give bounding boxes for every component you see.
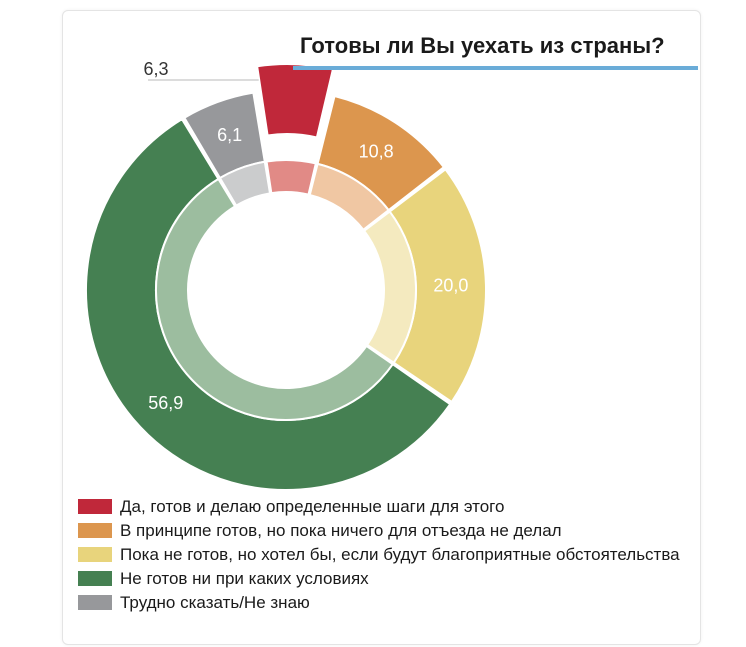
legend-swatch (78, 595, 112, 610)
legend-swatch (78, 523, 112, 538)
slice-2-inner-arc (308, 162, 390, 232)
slice-1-outer-arc (256, 63, 335, 139)
legend-label: В принципе готов, но пока ничего для отъ… (120, 521, 562, 540)
slice-1-inner-arc (265, 159, 318, 196)
legend-swatch (78, 547, 112, 562)
legend-label: Пока не готов, но хотел бы, если будут б… (120, 545, 680, 564)
slice-1 (256, 63, 335, 196)
legend-item: Да, готов и делаю определенные шаги для … (78, 496, 688, 518)
slice-2-value-label: 10,8 (359, 142, 394, 162)
title-underline (293, 66, 698, 70)
slice-5-value-label: 6,1 (217, 125, 242, 145)
slice-5-inner-arc (218, 160, 272, 207)
slice-1-value-label: 6,3 (143, 59, 168, 79)
slice-4 (85, 117, 452, 491)
slice-2 (308, 94, 446, 232)
slice-4-inner-arc (154, 177, 395, 421)
legend-swatch (78, 571, 112, 586)
slice-4-value-label: 56,9 (148, 393, 183, 413)
chart-title: Готовы ли Вы уехать из страны? (300, 33, 665, 58)
legend-label: Трудно сказать/Не знаю (120, 593, 310, 612)
legend-item: Трудно сказать/Не знаю (78, 592, 688, 614)
legend-item: Пока не готов, но хотел бы, если будут б… (78, 544, 688, 566)
chart-legend: Да, готов и делаю определенные шаги для … (78, 496, 688, 616)
legend-swatch (78, 499, 112, 514)
slice-5 (183, 91, 272, 207)
slice-3-value-label: 20,0 (433, 276, 468, 296)
slice-3 (362, 167, 487, 404)
legend-item: Не готов ни при каких условиях (78, 568, 688, 590)
legend-label: Да, готов и делаю определенные шаги для … (120, 497, 505, 516)
slice-3-inner-arc (362, 210, 417, 365)
legend-item: В принципе готов, но пока ничего для отъ… (78, 520, 688, 542)
legend-label: Не готов ни при каких условиях (120, 569, 369, 588)
